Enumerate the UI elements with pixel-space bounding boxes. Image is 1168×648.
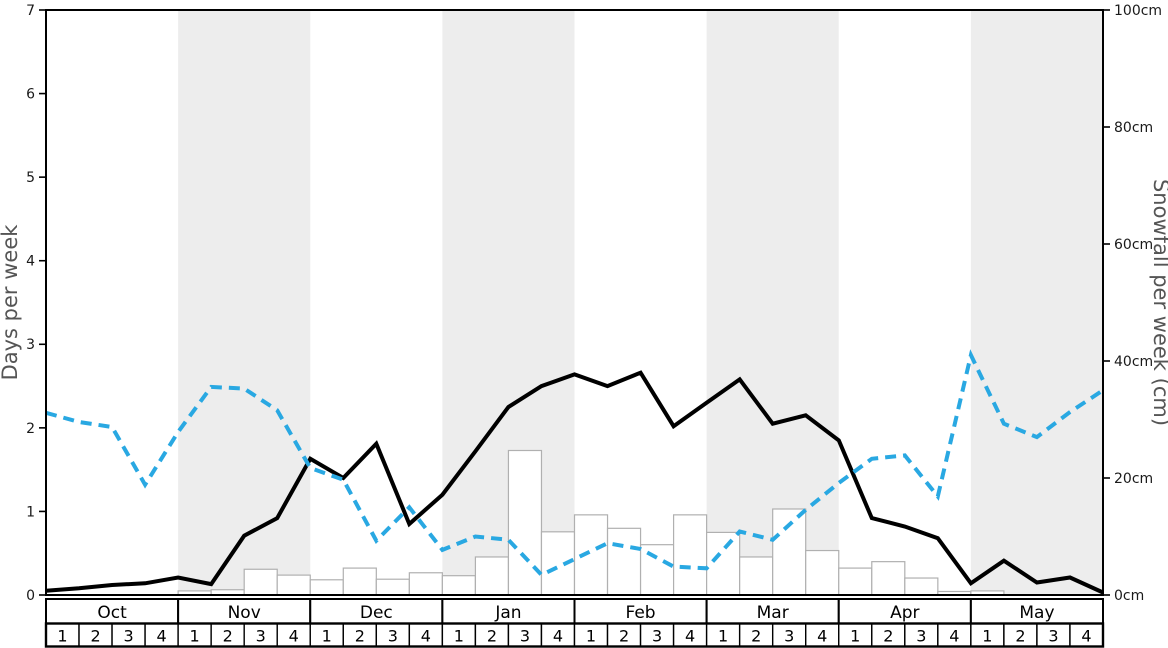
week-label-dec-2: 2: [355, 627, 365, 646]
week-label-oct-4: 4: [157, 627, 167, 646]
week-label-may-2: 2: [1015, 627, 1025, 646]
blue-dashed-line: [45, 349, 1105, 578]
week-label-jan-3: 3: [520, 627, 530, 646]
week-label-dec-4: 4: [421, 627, 431, 646]
snowfall-bar-week-13: [441, 575, 477, 596]
left-tick-label-7: 7: [26, 3, 35, 19]
right-tick-label-40: 40cm: [1114, 354, 1153, 370]
week-label-mar-1: 1: [718, 627, 728, 646]
right-tick-label-0: 0cm: [1114, 588, 1144, 604]
week-label-dec-3: 3: [388, 627, 398, 646]
month-label-feb: Feb: [626, 603, 656, 623]
snowfall-bar-week-9: [309, 579, 344, 596]
week-label-oct-3: 3: [123, 627, 133, 646]
month-week-table: Oct 1 2 3 4 Nov 1 2 3 4 Dec 1 2 3 4 Jan 1 2 3 4 Feb 1 2 3 4 Mar 1 2…: [44, 598, 1105, 648]
week-label-nov-3: 3: [256, 627, 266, 646]
week-label-may-3: 3: [1048, 627, 1058, 646]
left-tick-label-4: 4: [26, 254, 35, 270]
snowfall-bar-week-14: [474, 556, 510, 596]
shaded-band-mar: [706, 10, 839, 595]
snowfall-bar-week-24: [805, 549, 840, 596]
left-tick-label-2: 2: [26, 421, 35, 437]
left-tick-label-0: 0: [26, 588, 35, 604]
month-cell-oct: [45, 598, 180, 625]
left-tick-label-5: 5: [26, 170, 35, 186]
month-label-dec: Dec: [360, 603, 393, 623]
snowfall-bar-week-21: [706, 531, 741, 596]
week-label-oct-1: 1: [57, 627, 67, 646]
week-label-nov-2: 2: [223, 627, 233, 646]
snowfall-bar-week-20: [672, 514, 708, 596]
week-label-jan-2: 2: [487, 627, 497, 646]
shaded-band-may: [970, 10, 1103, 595]
week-label-nov-1: 1: [190, 627, 200, 646]
week-label-feb-1: 1: [586, 627, 596, 646]
week-label-oct-2: 2: [90, 627, 100, 646]
week-label-mar-4: 4: [817, 627, 827, 646]
week-label-apr-1: 1: [850, 627, 860, 646]
month-label-nov: Nov: [228, 603, 261, 623]
snowfall-bar-week-11: [375, 578, 410, 596]
week-label-may-1: 1: [982, 627, 992, 646]
plot-border: [45, 9, 1104, 596]
week-label-feb-4: 4: [685, 627, 695, 646]
month-label-apr: Apr: [890, 603, 919, 623]
month-shading-bands: [178, 10, 1103, 595]
week-label-mar-2: 2: [751, 627, 761, 646]
right-tick-label-60: 60cm: [1114, 237, 1153, 253]
black-solid-line: [45, 370, 1104, 595]
week-label-feb-2: 2: [619, 627, 629, 646]
axes-frame: [39, 9, 1110, 596]
month-label-jan: Jan: [494, 603, 521, 623]
snowfall-bar-week-26: [871, 561, 906, 596]
snowfall-bar-week-8: [276, 574, 311, 596]
week-label-dec-1: 1: [322, 627, 332, 646]
month-label-may: May: [1019, 603, 1054, 623]
right-tick-label-20: 20cm: [1114, 471, 1153, 487]
week-label-apr-4: 4: [949, 627, 959, 646]
snowfall-bar-week-12: [408, 572, 443, 596]
left-axis-title: Days per week: [0, 224, 22, 381]
week-row-border: [44, 622, 1105, 648]
week-label-may-4: 4: [1081, 627, 1091, 646]
left-tick-label-1: 1: [26, 504, 35, 520]
snowfall-bar-week-19: [639, 544, 675, 596]
data-lines-group: [45, 349, 1105, 595]
left-tick-label-3: 3: [26, 337, 35, 353]
shaded-band-nov: [178, 10, 311, 595]
snowfall-bar-week-10: [342, 567, 377, 596]
snowfall-bar-week-25: [838, 567, 873, 596]
left-tick-label-6: 6: [26, 86, 35, 102]
month-cell-mar: [705, 598, 840, 625]
snowfall-bar-week-7: [243, 568, 278, 596]
tick-labels-group: 0 1 2 3 4 5 6 7 0cm 20cm 40cm 60cm 80cm 100cm: [26, 3, 1162, 604]
snowfall-bar-week-22: [739, 556, 774, 596]
week-label-nov-4: 4: [289, 627, 299, 646]
week-label-jan-1: 1: [454, 627, 464, 646]
snowfall-bar-week-27: [904, 577, 939, 596]
month-label-mar: Mar: [757, 603, 789, 623]
right-axis-title: Snowfall per week (cm): [1149, 179, 1168, 426]
week-label-apr-3: 3: [916, 627, 926, 646]
right-tick-label-80: 80cm: [1114, 120, 1153, 136]
month-label-oct: Oct: [97, 603, 127, 623]
week-label-mar-3: 3: [784, 627, 794, 646]
snowfall-bar-week-18: [606, 527, 642, 596]
week-label-feb-3: 3: [652, 627, 662, 646]
week-label-jan-4: 4: [553, 627, 563, 646]
week-label-apr-2: 2: [883, 627, 893, 646]
snowfall-bar-week-15: [507, 449, 543, 596]
right-tick-label-100: 100cm: [1114, 3, 1162, 19]
snowfall-bar-week-23: [772, 508, 807, 596]
